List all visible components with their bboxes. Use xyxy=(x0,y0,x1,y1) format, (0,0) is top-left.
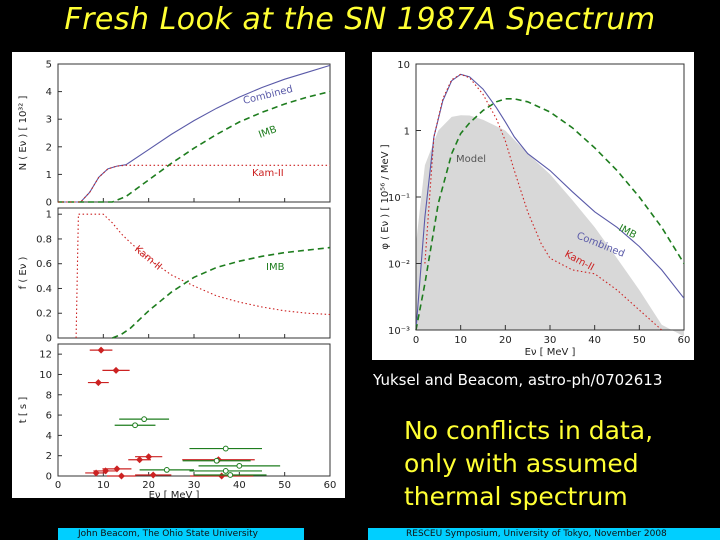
y-tick-label: 8 xyxy=(46,390,52,401)
y-tick-label: 2 xyxy=(46,142,52,153)
y-tick-label: 10⁻² xyxy=(388,260,410,271)
y-axis-label: N ( Eν ) [ 10³² ] xyxy=(18,96,29,171)
imb-data-point xyxy=(213,457,220,464)
y-tick-label: 1 xyxy=(46,210,52,221)
imb-data-point xyxy=(132,422,138,429)
series-kamii-line xyxy=(75,213,331,339)
citation: Yuksel and Beacom, astro-ph/0702613 xyxy=(373,371,663,389)
footer-venue: RESCEU Symposium, University of Tokyo, N… xyxy=(368,528,720,540)
y-tick-label: 12 xyxy=(39,350,52,361)
label-imb: IMB xyxy=(266,262,285,273)
imb-data-point xyxy=(141,416,148,423)
kam-data-point xyxy=(145,453,153,461)
x-axis-label: Eν [ MeV ] xyxy=(525,347,576,358)
y-tick-label: 4 xyxy=(46,87,52,98)
y-tick-label: 10⁻¹ xyxy=(388,193,410,204)
kam-data-point xyxy=(218,472,226,480)
y-axis-label: f ( Eν ) xyxy=(18,257,29,290)
model-band xyxy=(416,115,684,337)
y-tick-label: 0 xyxy=(46,472,52,483)
label-imb: IMB xyxy=(617,223,639,241)
x-tick-label: 0 xyxy=(413,335,419,346)
y-tick-label: 1 xyxy=(46,170,52,181)
message-line: No conflicts in data, xyxy=(404,416,654,445)
imb-data-point xyxy=(163,467,170,473)
message-line: thermal spectrum xyxy=(404,482,628,511)
series-kamii-line xyxy=(58,164,330,203)
kam-data-point xyxy=(136,456,144,464)
x-tick-label: 50 xyxy=(633,335,646,346)
x-tick-label: 40 xyxy=(588,335,601,346)
kam-data-point xyxy=(92,469,100,477)
x-tick-label: 30 xyxy=(544,335,557,346)
imb-data-point xyxy=(227,472,234,478)
right-figure-panel: 10 1 10⁻¹ 10⁻² 10⁻³ 0 10 20 30 40 50 60 Eν [ MeV ] φ … xyxy=(372,52,694,360)
y-tick-label: 10 xyxy=(39,370,52,381)
x-tick-label: 50 xyxy=(278,480,291,491)
x-tick-label: 60 xyxy=(324,480,337,491)
plot-frame xyxy=(57,207,331,339)
y-tick-label: 10⁻³ xyxy=(388,326,410,337)
x-axis-label: Eν [ MeV ] xyxy=(149,490,200,498)
conclusion-message: No conflicts in data, only with assumed … xyxy=(404,414,653,513)
imb-data-point xyxy=(236,462,243,469)
label-kam: Kam-II xyxy=(252,168,284,179)
series-combined-line xyxy=(58,64,331,203)
right-figure: 10 1 10⁻¹ 10⁻² 10⁻³0 10 20 30 40 50 60 Eν [ MeV ] φ … xyxy=(380,60,691,358)
y-tick-label: 0.6 xyxy=(36,259,52,270)
x-tick-label: 10 xyxy=(97,480,110,491)
y-tick-label: 4 xyxy=(46,431,52,442)
y-tick-label: 1 xyxy=(404,127,410,138)
y-tick-label: 10 xyxy=(397,60,410,71)
plot-frame xyxy=(57,343,331,477)
y-tick-label: 2 xyxy=(46,451,52,462)
kam-data-point xyxy=(117,472,125,480)
x-tick-label: 20 xyxy=(142,480,155,491)
series-imb-line xyxy=(58,90,331,203)
series-imb-line xyxy=(112,246,331,339)
y-tick-label: 3 xyxy=(46,115,52,126)
y-tick-label: 5 xyxy=(46,60,52,71)
x-tick-label: 40 xyxy=(233,480,246,491)
y-axis-label: t [ s ] xyxy=(18,397,29,424)
y-tick-label: 0.8 xyxy=(36,234,52,245)
imb-data-point xyxy=(222,468,229,474)
kam-data-point xyxy=(97,346,105,354)
y-tick-label: 0.2 xyxy=(36,309,52,320)
series-imb-line xyxy=(415,98,685,331)
imb-data-point xyxy=(222,445,229,452)
y-tick-label: 0 xyxy=(46,198,52,209)
y-tick-label: 0.4 xyxy=(36,284,52,295)
kam-data-point xyxy=(149,471,157,479)
slide-title: Fresh Look at the SN 1987A Spectrum xyxy=(64,2,656,37)
y-tick-label: 6 xyxy=(46,411,52,422)
x-tick-label: 10 xyxy=(454,335,467,346)
label-kam: Kam-II xyxy=(132,244,163,273)
y-tick-label: 0 xyxy=(46,334,52,345)
label-imb: IMB xyxy=(257,124,278,141)
x-tick-label: 0 xyxy=(55,480,61,491)
message-line: only with assumed xyxy=(404,449,639,478)
x-tick-label: 60 xyxy=(678,335,691,346)
y-axis-label: φ ( Eν ) [ 10⁵⁶ / MeV ] xyxy=(380,144,391,249)
x-tick-label: 20 xyxy=(499,335,512,346)
x-tick-label: 30 xyxy=(188,480,201,491)
label-model: Model xyxy=(456,154,486,165)
kam-data-point xyxy=(94,379,102,387)
footer-author: John Beacom, The Ohio State University xyxy=(58,528,304,540)
kam-data-point xyxy=(112,366,120,374)
